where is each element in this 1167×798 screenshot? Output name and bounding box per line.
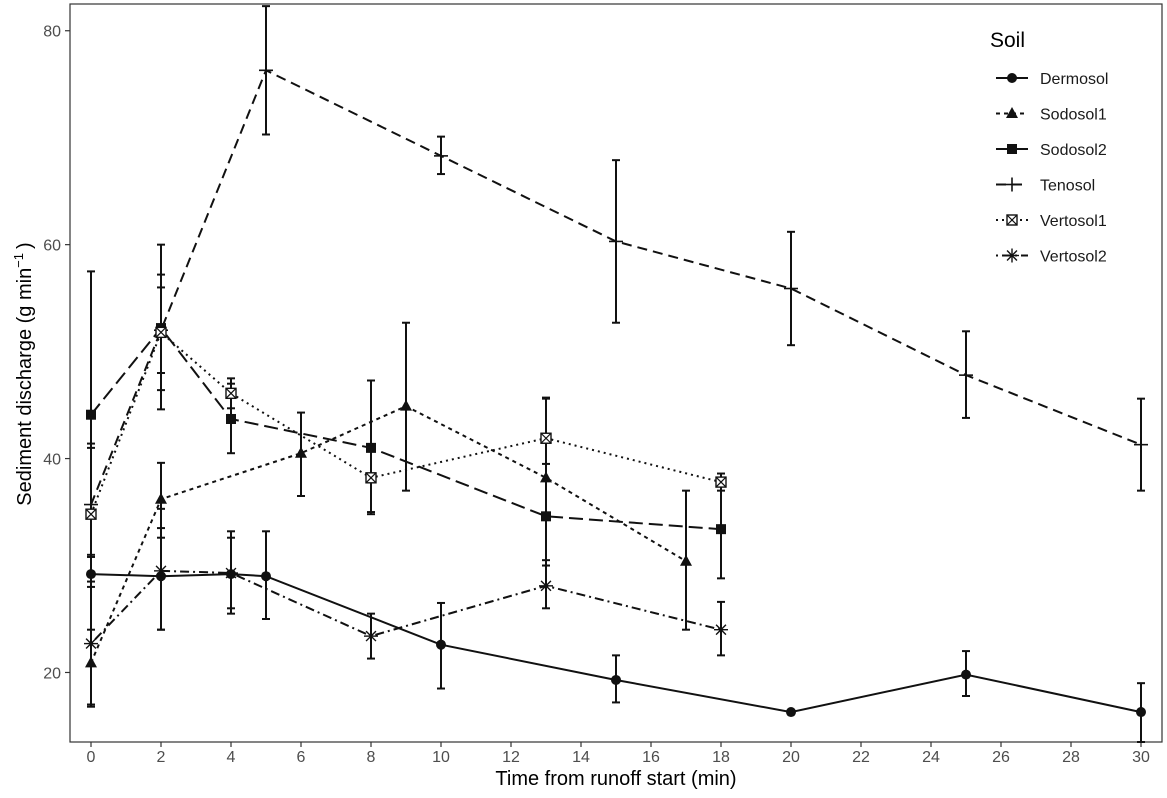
data-point (784, 281, 798, 296)
data-point (786, 707, 796, 718)
data-point (224, 566, 238, 581)
y-tick-label: 40 (43, 452, 61, 469)
legend-item-sodosol2: Sodosol2 (996, 142, 1107, 159)
y-axis-title-text: Sediment discharge (g min (14, 268, 36, 506)
data-point (261, 571, 271, 582)
data-point (541, 511, 551, 522)
series-line (90, 569, 722, 645)
y-tick-label: 80 (43, 24, 61, 41)
data-point (539, 578, 553, 593)
y-axis: 20 40 60 80 (43, 24, 70, 682)
x-tick-label: 10 (432, 749, 450, 766)
x-tick-label: 22 (852, 749, 870, 766)
data-point (86, 409, 96, 420)
legend-item-tenosol: Tenosol (996, 177, 1095, 195)
series-line (90, 405, 687, 664)
legend-marker (1006, 107, 1018, 118)
data-point (609, 234, 623, 249)
data-point (1136, 707, 1146, 718)
y-axis-title-superscript: −1 (11, 253, 26, 268)
data-point (225, 387, 237, 400)
data-point (961, 669, 971, 680)
data-point (155, 326, 167, 339)
data-point (611, 674, 621, 685)
legend-label: Vertosol2 (1040, 249, 1107, 266)
legend-item-sodosol1: Sodosol1 (996, 107, 1107, 124)
legend-marker (1006, 214, 1018, 226)
data-point (259, 63, 273, 78)
legend-label: Dermosol (1040, 71, 1108, 88)
data-point (154, 563, 168, 578)
data-point (365, 472, 377, 484)
data-point (680, 554, 692, 566)
x-tick-label: 26 (992, 749, 1010, 766)
data-point (714, 622, 728, 637)
x-tick-label: 12 (502, 749, 520, 766)
data-point (84, 636, 98, 651)
x-tick-label: 2 (157, 749, 166, 766)
legend-item-vertosol2: Vertosol2 (996, 248, 1107, 266)
legend-item-vertosol1: Vertosol1 (996, 213, 1107, 230)
x-tick-label: 20 (782, 749, 800, 766)
legend: Soil Dermosol Sodosol1 Sodosol2 Tenosol Vert… (990, 29, 1108, 266)
x-tick-label: 16 (642, 749, 660, 766)
y-tick-label: 60 (43, 238, 61, 255)
y-tick-label: 20 (43, 665, 61, 682)
x-tick-label: 24 (922, 749, 940, 766)
legend-label: Sodosol2 (1040, 142, 1107, 159)
x-tick-label: 30 (1132, 749, 1150, 766)
series-line (90, 68, 1142, 505)
data-point (434, 148, 448, 163)
legend-marker (1005, 248, 1019, 263)
series-layer (84, 5, 1148, 743)
plot-panel-border (69, 3, 1163, 743)
x-tick-label: 4 (227, 749, 236, 766)
data-point (1134, 437, 1148, 452)
data-point (364, 629, 378, 644)
x-tick-label: 6 (297, 749, 306, 766)
x-tick-label: 8 (367, 749, 376, 766)
series-vertosol2 (84, 507, 728, 706)
y-axis-title-close: ) (14, 242, 36, 249)
x-tick-label: 14 (572, 749, 590, 766)
data-point (436, 639, 446, 650)
data-point (716, 524, 726, 535)
series-dermosol (86, 446, 1146, 743)
x-tick-label: 28 (1062, 749, 1080, 766)
legend-title: Soil (990, 29, 1025, 52)
data-point (155, 492, 167, 504)
data-point (715, 476, 727, 488)
legend-label: Sodosol1 (1040, 107, 1107, 124)
data-point (400, 399, 412, 411)
legend-label: Vertosol1 (1040, 213, 1107, 230)
series-line (90, 326, 722, 531)
data-point (959, 368, 973, 383)
data-point (85, 508, 97, 520)
x-tick-label: 18 (712, 749, 730, 766)
x-tick-label: 0 (87, 749, 96, 766)
legend-marker (1007, 73, 1017, 83)
data-point (226, 413, 236, 424)
series-tenosol (84, 5, 1148, 631)
legend-marker (1007, 144, 1017, 154)
x-axis: 0 2 4 6 8 10 12 14 16 18 20 22 24 26 28 30 (87, 742, 1150, 766)
legend-label: Tenosol (1040, 178, 1095, 195)
x-axis-title: Time from runoff start (min) (495, 768, 736, 790)
data-point (295, 446, 307, 458)
data-point (540, 432, 552, 444)
series-line (90, 330, 722, 515)
y-axis-title: Sediment discharge (g min−1) (11, 242, 36, 505)
legend-item-dermosol: Dermosol (996, 71, 1108, 88)
legend-marker (1005, 177, 1019, 192)
series-vertosol1 (85, 273, 727, 588)
series-sodosol1 (85, 321, 692, 706)
